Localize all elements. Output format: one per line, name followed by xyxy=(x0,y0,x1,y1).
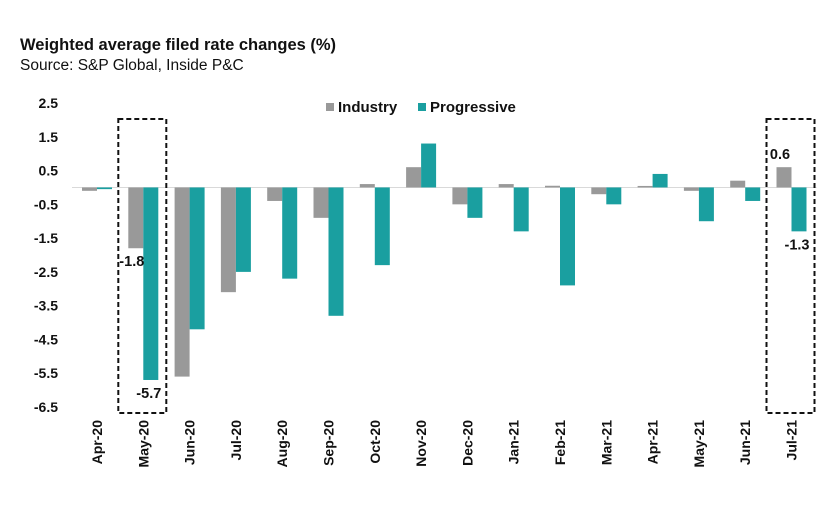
bar-progressive-may-20 xyxy=(143,187,159,380)
x-tick-label: Dec-20 xyxy=(459,420,475,466)
x-tick-label: Oct-20 xyxy=(367,420,383,464)
y-tick-label: -6.5 xyxy=(34,399,58,415)
bar-progressive-jun-21 xyxy=(745,187,761,201)
y-tick-label: 0.5 xyxy=(39,163,59,179)
bar-industry-dec-20 xyxy=(452,187,468,205)
x-tick-label: Aug-20 xyxy=(274,420,290,468)
x-tick-label: Nov-20 xyxy=(413,420,429,467)
bar-progressive-apr-21 xyxy=(652,173,668,188)
bar-progressive-jun-20 xyxy=(189,187,205,330)
x-tick-label: Apr-20 xyxy=(89,420,105,465)
y-tick-label: -4.5 xyxy=(34,331,58,347)
bar-progressive-may-21 xyxy=(698,187,714,222)
y-tick-label: -1.5 xyxy=(34,230,58,246)
legend-label-progressive: Progressive xyxy=(430,99,516,116)
legend-swatch-progressive xyxy=(418,103,426,111)
x-tick-label: Jun-21 xyxy=(737,420,753,465)
highlight-box-may-20 xyxy=(117,118,168,414)
data-label-progressive-may-20: -5.7 xyxy=(136,386,161,402)
bar-industry-aug-20 xyxy=(267,187,283,201)
bar-industry-oct-20 xyxy=(359,184,375,188)
bar-industry-sep-20 xyxy=(313,187,329,218)
y-tick-label: -0.5 xyxy=(34,196,58,212)
bar-progressive-oct-20 xyxy=(374,187,390,266)
x-tick-label: Sep-20 xyxy=(321,420,337,466)
chart-title: Weighted average filed rate changes (%) xyxy=(20,36,337,54)
bar-progressive-nov-20 xyxy=(421,143,437,188)
bar-industry-may-21 xyxy=(683,187,699,191)
bars xyxy=(82,143,807,380)
x-tick-label: Mar-21 xyxy=(598,420,614,465)
bar-progressive-apr-20 xyxy=(97,187,112,190)
x-tick-label: Apr-21 xyxy=(645,420,661,465)
bar-progressive-jan-21 xyxy=(513,187,529,232)
bar-progressive-dec-20 xyxy=(467,187,483,218)
bar-progressive-aug-20 xyxy=(282,187,298,279)
bar-industry-jul-21 xyxy=(776,167,792,188)
x-axis: Apr-20 May-20 Jun-20 Jul-20 Aug-20 Sep-20 Oct-… xyxy=(89,420,800,468)
bar-industry-may-20 xyxy=(128,187,144,249)
bar-progressive-mar-21 xyxy=(606,187,622,205)
x-tick-label: Jul-20 xyxy=(228,420,244,461)
x-tick-label: Jun-20 xyxy=(182,420,198,465)
x-tick-label: May-20 xyxy=(135,420,151,468)
bar-industry-apr-21 xyxy=(637,185,653,188)
bar-industry-nov-20 xyxy=(406,167,422,188)
data-label-progressive-jul-21: -1.3 xyxy=(785,237,810,253)
bar-industry-mar-21 xyxy=(591,187,607,195)
legend-label-industry: Industry xyxy=(338,99,398,116)
bar-progressive-feb-21 xyxy=(560,187,575,286)
x-tick-label: Feb-21 xyxy=(552,420,568,465)
y-tick-label: 2.5 xyxy=(39,95,59,111)
data-label-industry-jul-21: 0.6 xyxy=(770,147,790,163)
y-tick-label: -3.5 xyxy=(34,298,58,314)
bar-progressive-sep-20 xyxy=(328,187,344,316)
data-labels: -1.8 -5.7 0.6 -1.3 xyxy=(119,147,809,402)
bar-industry-jun-20 xyxy=(174,187,190,377)
y-tick-label: -2.5 xyxy=(34,264,58,280)
chart-subtitle: Source: S&P Global, Inside P&C xyxy=(20,57,244,74)
x-tick-label: Jul-21 xyxy=(784,420,800,461)
x-tick-label: Jan-21 xyxy=(506,420,522,465)
bar-industry-jan-21 xyxy=(498,184,514,188)
legend: Industry Progressive xyxy=(326,99,516,116)
bar-progressive-jul-21 xyxy=(791,187,807,232)
data-label-industry-may-20: -1.8 xyxy=(119,254,144,270)
bar-progressive-jul-20 xyxy=(235,187,251,272)
y-tick-label: -5.5 xyxy=(34,365,58,381)
bar-industry-jul-20 xyxy=(220,187,236,293)
bar-industry-apr-20 xyxy=(82,187,97,191)
y-tick-label: 1.5 xyxy=(39,129,59,145)
legend-swatch-industry xyxy=(326,103,334,111)
highlight-box-jul-21 xyxy=(765,118,816,414)
y-axis: 2.5 1.5 0.5 -0.5 -1.5 -2.5 -3.5 -4.5 -5.5 -6.5 xyxy=(34,95,58,415)
highlight-boxes xyxy=(117,118,816,414)
x-tick-label: May-21 xyxy=(691,420,707,468)
bar-industry-jun-21 xyxy=(730,180,746,188)
bar-industry-feb-21 xyxy=(545,185,560,188)
